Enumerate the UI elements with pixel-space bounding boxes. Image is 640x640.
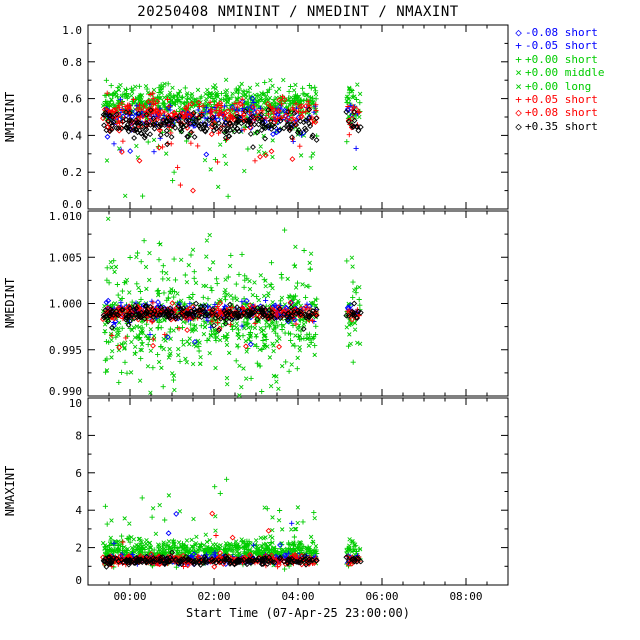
legend-entry: ◇ -0.08 short — [512, 26, 638, 39]
x-tick-label: 08:00 — [449, 590, 482, 603]
y-tick-label: 0.4 — [62, 129, 82, 142]
scatter-series-7 — [100, 106, 364, 151]
scatter-outlier — [190, 187, 196, 194]
legend-entry: ◇ +0.35 short — [512, 120, 638, 133]
legend-entry: × +0.00 long — [512, 80, 638, 93]
legend-entry: + -0.05 short — [512, 39, 638, 52]
legend-label: +0.00 short — [525, 52, 598, 66]
diamond-marker-icon: ◇ — [515, 106, 522, 120]
y-tick-label: 1.000 — [49, 298, 82, 311]
plot-title: 20250408 NMININT / NMEDINT / NMAXINT — [137, 4, 459, 20]
y-tick-label: 1.010 — [49, 210, 82, 223]
x-tick-label: 06:00 — [365, 590, 398, 603]
scatter-outlier — [150, 506, 156, 511]
y-tick-label: 4 — [75, 504, 82, 517]
x-tick-label: 00:00 — [113, 590, 146, 603]
legend-entry: × +0.00 middle — [512, 66, 638, 79]
y-tick-label: 2 — [75, 542, 82, 555]
scatter-outlier — [156, 240, 162, 246]
scatter-outlier — [217, 490, 223, 496]
diamond-marker-icon: ◇ — [515, 119, 522, 133]
y-tick-label: 1.005 — [49, 251, 82, 264]
scatter-outlier — [190, 247, 196, 253]
scatter-outlier — [289, 520, 295, 526]
y-tick-label: 0.995 — [49, 344, 82, 357]
legend-label: +0.08 short — [525, 106, 598, 120]
scatter-outlier — [224, 476, 230, 482]
scatter-series-7 — [100, 549, 364, 570]
scatter-outlier — [265, 527, 272, 534]
x-tick-label: 02:00 — [197, 590, 230, 603]
y-tick-label: 6 — [75, 467, 82, 480]
legend-label: -0.05 short — [525, 39, 598, 53]
scatter-outlier — [215, 184, 221, 190]
y-tick-label: 0.990 — [49, 385, 82, 398]
y-tick-label: 0.8 — [62, 56, 82, 69]
legend-label: +0.35 short — [525, 119, 598, 133]
y-tick-label: 0 — [75, 574, 82, 587]
cross-marker-icon: × — [515, 79, 522, 93]
y-tick-label: 0.6 — [62, 93, 82, 106]
legend: ◇ -0.08 short + -0.05 short + +0.00 short ×… — [512, 26, 638, 133]
legend-entry: + +0.05 short — [512, 93, 638, 106]
y-tick-label: 0.2 — [62, 166, 82, 179]
y-tick-label: 1.0 — [62, 24, 82, 37]
legend-label: -0.08 short — [525, 26, 598, 39]
cross-marker-icon: × — [515, 66, 522, 80]
legend-label: +0.00 long — [525, 79, 592, 93]
legend-entry: + +0.00 short — [512, 53, 638, 66]
legend-entry: ◇ +0.08 short — [512, 106, 638, 119]
scatter-outlier — [140, 193, 146, 199]
diamond-marker-icon: ◇ — [515, 26, 522, 39]
plus-marker-icon: + — [515, 52, 522, 66]
scatter-outlier — [228, 252, 234, 258]
y-tick-label: 10 — [69, 397, 82, 410]
x-tick-label: 04:00 — [281, 590, 314, 603]
plus-marker-icon: + — [515, 93, 522, 107]
scatter-outlier — [173, 510, 180, 517]
scatter-series-7 — [100, 300, 364, 334]
legend-label: +0.00 middle — [525, 66, 605, 80]
y-tick-label: 8 — [75, 429, 82, 442]
legend-label: +0.05 short — [525, 93, 598, 107]
y-tick-label: 0.0 — [62, 198, 82, 211]
x-axis-title: Start Time (07-Apr-25 23:00:00) — [186, 606, 410, 620]
plus-marker-icon: + — [515, 39, 522, 53]
scatter-outlier — [177, 182, 183, 188]
